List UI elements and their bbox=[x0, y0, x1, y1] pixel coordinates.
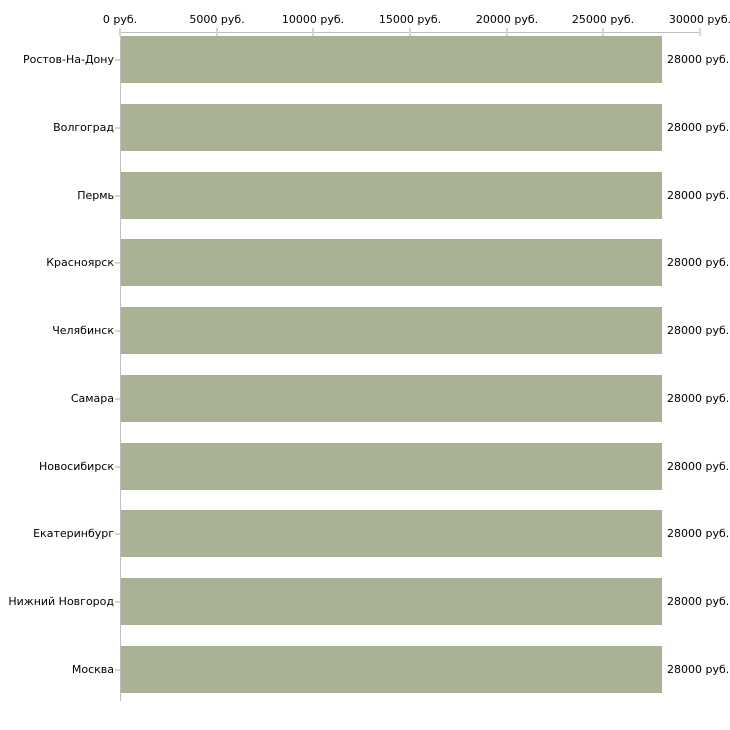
y-axis-tick bbox=[115, 669, 120, 671]
value-label: 28000 руб. bbox=[667, 324, 730, 337]
x-axis-tick-label: 30000 руб. bbox=[668, 13, 730, 26]
x-axis-tick bbox=[602, 28, 604, 36]
x-axis-tick bbox=[409, 28, 411, 36]
x-axis-tick bbox=[119, 28, 121, 36]
category-label: Красноярск bbox=[46, 256, 114, 269]
y-axis-tick bbox=[115, 533, 120, 535]
x-axis-tick bbox=[506, 28, 508, 36]
x-axis-tick bbox=[216, 28, 218, 36]
value-label: 28000 руб. bbox=[667, 256, 730, 269]
y-axis-tick bbox=[115, 59, 120, 61]
bar-6 bbox=[121, 443, 662, 490]
category-label: Новосибирск bbox=[38, 460, 114, 473]
value-label: 28000 руб. bbox=[667, 527, 730, 540]
x-axis-tick-label: 20000 руб. bbox=[475, 13, 539, 26]
y-axis-tick bbox=[115, 127, 120, 129]
x-axis-tick-label: 25000 руб. bbox=[571, 13, 635, 26]
x-axis-tick-label: 0 руб. bbox=[102, 13, 138, 26]
bar-3 bbox=[121, 239, 662, 286]
bar-2 bbox=[121, 172, 662, 219]
category-label: Екатеринбург bbox=[33, 527, 114, 540]
category-label: Пермь bbox=[77, 189, 114, 202]
category-label: Нижний Новгород bbox=[8, 595, 114, 608]
x-axis-tick bbox=[312, 28, 314, 36]
value-label: 28000 руб. bbox=[667, 663, 730, 676]
category-label: Челябинск bbox=[52, 324, 114, 337]
value-label: 28000 руб. bbox=[667, 121, 730, 134]
bar-5 bbox=[121, 375, 662, 422]
y-axis-tick bbox=[115, 466, 120, 468]
category-label: Самара bbox=[70, 392, 114, 405]
y-axis-tick bbox=[115, 330, 120, 332]
value-label: 28000 руб. bbox=[667, 53, 730, 66]
category-label: Ростов-На-Дону bbox=[22, 53, 114, 66]
category-label: Волгоград bbox=[53, 121, 114, 134]
y-axis-tick bbox=[115, 195, 120, 197]
value-label: 28000 руб. bbox=[667, 189, 730, 202]
bar-1 bbox=[121, 104, 662, 151]
x-axis-tick-label: 5000 руб. bbox=[189, 13, 245, 26]
value-label: 28000 руб. bbox=[667, 392, 730, 405]
bar-7 bbox=[121, 510, 662, 557]
bar-4 bbox=[121, 307, 662, 354]
bar-8 bbox=[121, 578, 662, 625]
bar-9 bbox=[121, 646, 662, 693]
x-axis-tick-label: 15000 руб. bbox=[378, 13, 442, 26]
y-axis-tick bbox=[115, 601, 120, 603]
y-axis-tick bbox=[115, 398, 120, 400]
value-label: 28000 руб. bbox=[667, 595, 730, 608]
x-axis-tick bbox=[699, 28, 701, 36]
category-label: Москва bbox=[71, 663, 114, 676]
y-axis-line bbox=[120, 32, 121, 701]
bar-0 bbox=[121, 36, 662, 83]
x-axis-tick-label: 10000 руб. bbox=[281, 13, 345, 26]
value-label: 28000 руб. bbox=[667, 460, 730, 473]
y-axis-tick bbox=[115, 262, 120, 264]
